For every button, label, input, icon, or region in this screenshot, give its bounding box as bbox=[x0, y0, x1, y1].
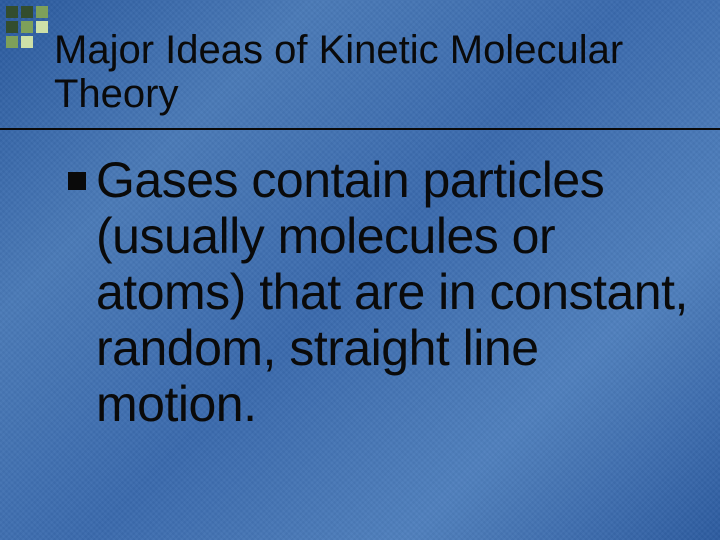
bullet-item: Gases contain particles (usually molecul… bbox=[68, 152, 690, 432]
accent-square bbox=[6, 36, 18, 48]
square-bullet-icon bbox=[68, 172, 86, 190]
body-block: Gases contain particles (usually molecul… bbox=[68, 152, 690, 432]
corner-accent bbox=[6, 6, 48, 48]
slide: Major Ideas of Kinetic Molecular Theory … bbox=[0, 0, 720, 540]
slide-title: Major Ideas of Kinetic Molecular Theory bbox=[54, 28, 680, 116]
accent-square bbox=[21, 21, 33, 33]
accent-square bbox=[6, 21, 18, 33]
bullet-text: Gases contain particles (usually molecul… bbox=[96, 152, 690, 432]
title-underline bbox=[0, 128, 720, 130]
accent-square bbox=[21, 36, 33, 48]
accent-square bbox=[36, 6, 48, 18]
accent-square bbox=[36, 21, 48, 33]
accent-square bbox=[6, 6, 18, 18]
accent-square bbox=[36, 36, 48, 48]
accent-square bbox=[21, 6, 33, 18]
title-block: Major Ideas of Kinetic Molecular Theory bbox=[54, 28, 680, 116]
